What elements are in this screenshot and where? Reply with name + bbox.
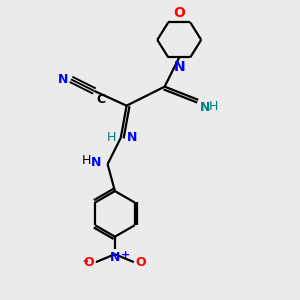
Text: H: H (208, 100, 218, 113)
Text: N: N (58, 73, 69, 86)
Text: H: H (107, 131, 116, 144)
Text: O: O (84, 256, 94, 268)
Text: O: O (173, 6, 185, 20)
Text: N: N (110, 251, 120, 264)
Text: N: N (173, 60, 185, 74)
Text: C: C (96, 92, 105, 106)
Text: N: N (200, 101, 210, 114)
Text: O: O (135, 256, 146, 268)
Text: N: N (127, 131, 138, 144)
Text: H: H (82, 154, 92, 167)
Text: -: - (82, 254, 88, 268)
Text: N: N (91, 156, 101, 169)
Text: +: + (121, 250, 130, 260)
